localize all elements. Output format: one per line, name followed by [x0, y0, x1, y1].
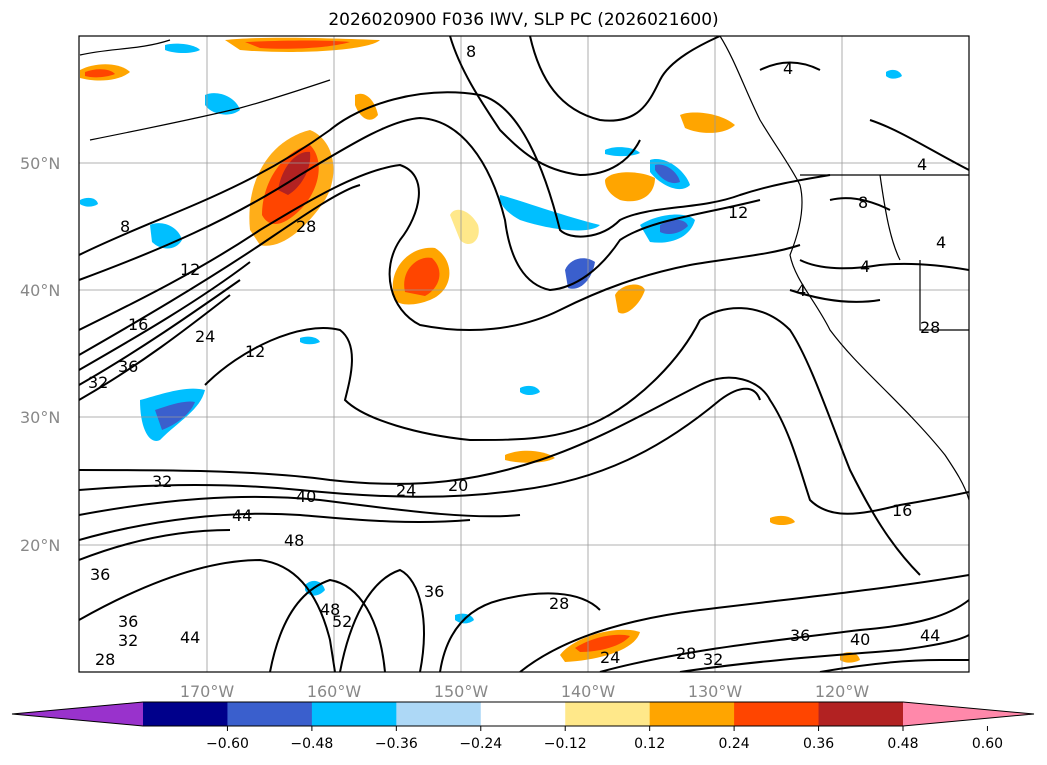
- colorbar-outline: [11, 701, 1035, 727]
- colorbar-segment: [480, 702, 566, 726]
- contour-label: 12: [180, 260, 200, 279]
- lat-label-50n: 50°N: [20, 154, 60, 173]
- contour-label: 40: [296, 487, 316, 506]
- contour-label: 32: [152, 472, 172, 491]
- contour-label: 16: [892, 501, 912, 520]
- colorbar-segment: [818, 702, 904, 726]
- contour-label: 40: [850, 630, 870, 649]
- colorbar-segment: [565, 702, 651, 726]
- lon-label-170w: 170°W: [180, 682, 235, 701]
- colorbar-segment: [143, 702, 228, 726]
- colorbar-segment: [734, 702, 820, 726]
- contour-label: 4: [917, 155, 927, 174]
- contour-label: 36: [90, 565, 110, 584]
- map-title: 2026020900 F036 IWV, SLP PC (2026021600): [328, 10, 719, 30]
- contour-label: 32: [88, 373, 108, 392]
- colorbar-tick-label: −0.48: [290, 736, 333, 752]
- colorbar-segment: [396, 702, 482, 726]
- contour-label: 24: [195, 327, 215, 346]
- colorbar-tick-label: 0.12: [634, 736, 665, 752]
- slp-contours: [79, 36, 969, 672]
- contour-label: 8: [858, 193, 868, 212]
- contour-label: 44: [232, 506, 252, 525]
- colorbar-tick-label: −0.24: [459, 736, 502, 752]
- colorbar-extend-high: [903, 702, 1034, 726]
- colorbar-tick-label: −0.12: [544, 736, 587, 752]
- colorbar-tick-label: 0.60: [972, 736, 1003, 752]
- contour-label: 44: [920, 626, 940, 645]
- colorbar-extend-low: [12, 702, 143, 726]
- contour-label: 48: [284, 531, 304, 550]
- colorbar-tick-label: 0.24: [719, 736, 750, 752]
- lon-label-160w: 160°W: [307, 682, 362, 701]
- contour-label: 12: [245, 342, 265, 361]
- lon-label-150w: 150°W: [434, 682, 489, 701]
- contour-label: 16: [128, 315, 148, 334]
- lon-label-140w: 140°W: [561, 682, 616, 701]
- colorbar-tick-label: 0.48: [887, 736, 918, 752]
- contour-label: 52: [332, 612, 352, 631]
- colorbar-segment: [311, 702, 397, 726]
- contour-label: 36: [118, 357, 138, 376]
- contour-label: 48: [320, 600, 340, 619]
- contour-label: 36: [424, 582, 444, 601]
- contour-label: 4: [783, 59, 793, 78]
- contour-label: 12: [728, 203, 748, 222]
- map-frame: [78, 35, 970, 673]
- contour-label: 32: [118, 631, 138, 650]
- contour-label: 28: [920, 318, 940, 337]
- latitude-labels: 50°N 40°N 30°N 20°N: [20, 154, 60, 555]
- lat-label-20n: 20°N: [20, 536, 60, 555]
- contour-label: 20: [448, 476, 468, 495]
- contour-label: 24: [396, 481, 416, 500]
- contour-labels: 8 12 16 24 28 32 36 12 8 4 4 4 4 4 8 12 …: [88, 42, 946, 669]
- colorbar-segment: [227, 702, 313, 726]
- colorbar-tick-label: 0.36: [803, 736, 834, 752]
- contour-label: 36: [118, 612, 138, 631]
- contour-label: 28: [95, 650, 115, 669]
- contour-label: 4: [860, 257, 870, 276]
- lat-label-30n: 30°N: [20, 408, 60, 427]
- colorbar: −0.60 −0.48 −0.36 −0.24 −0.12 0.12 0.24 0.36 0.4…: [11, 701, 1035, 752]
- lon-label-130w: 130°W: [688, 682, 743, 701]
- coastline: [79, 36, 969, 501]
- colorbar-segment: [649, 702, 735, 726]
- contour-label: 28: [549, 594, 569, 613]
- contour-label: 24: [600, 648, 620, 667]
- colorbar-tick-label: −0.60: [206, 736, 249, 752]
- longitude-labels: 170°W 160°W 150°W 140°W 130°W 120°W: [180, 682, 870, 701]
- contour-label: 8: [466, 42, 476, 61]
- colorbar-tick-label: −0.36: [375, 736, 418, 752]
- contour-label: 8: [120, 217, 130, 236]
- contour-label: 36: [790, 626, 810, 645]
- lon-label-120w: 120°W: [815, 682, 870, 701]
- contour-label: 32: [703, 650, 723, 669]
- contour-label: 28: [296, 217, 316, 236]
- contour-label: 4: [796, 281, 806, 300]
- contour-label: 28: [676, 644, 696, 663]
- contour-label: 44: [180, 628, 200, 647]
- contour-label: 4: [936, 233, 946, 252]
- lat-label-40n: 40°N: [20, 281, 60, 300]
- map-area: [79, 36, 969, 672]
